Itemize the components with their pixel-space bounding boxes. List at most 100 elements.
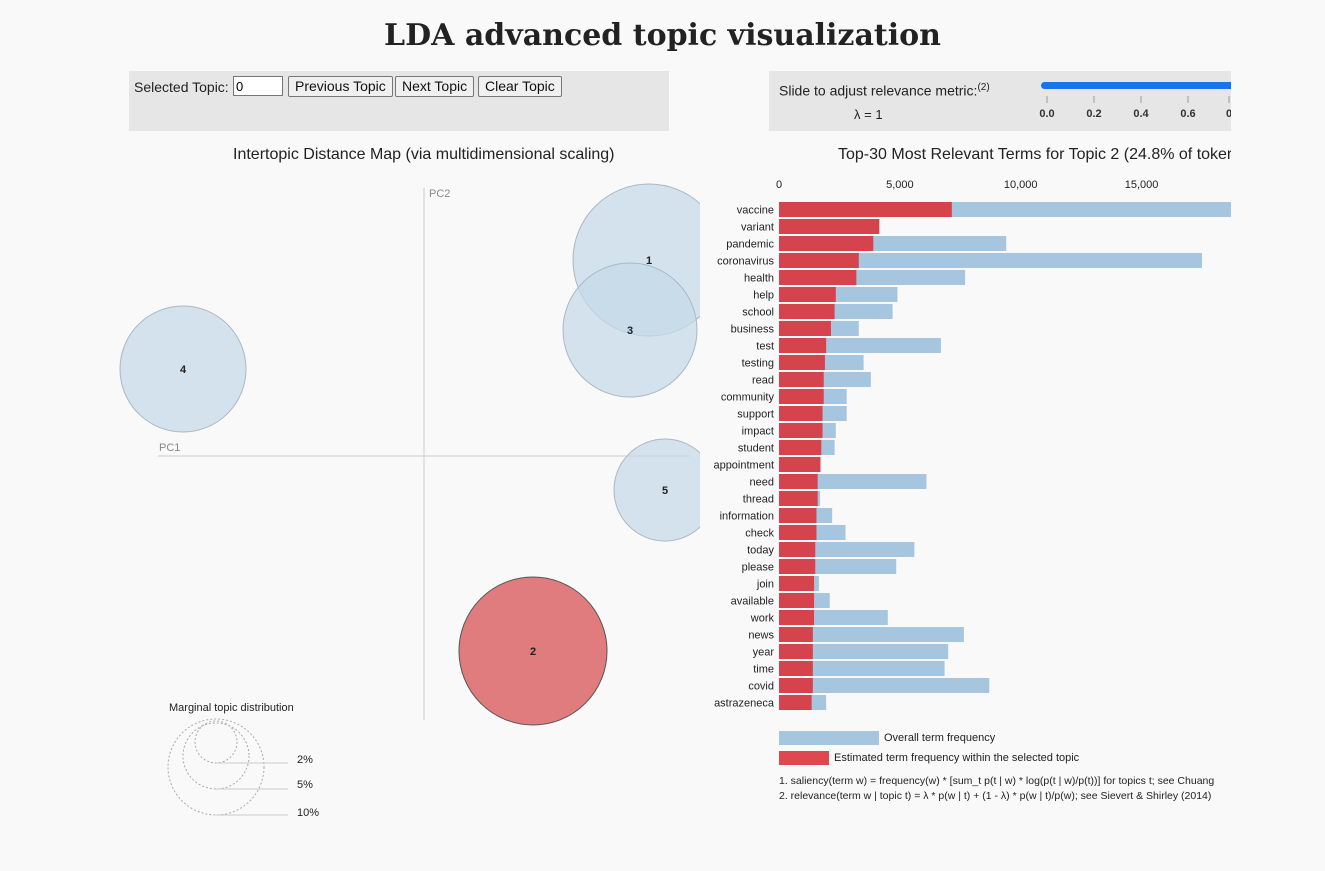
term-row[interactable]: work: [750, 610, 888, 625]
term-row[interactable]: help: [753, 287, 898, 302]
term-label[interactable]: today: [747, 545, 774, 557]
term-label[interactable]: testing: [742, 358, 774, 370]
term-label[interactable]: check: [745, 528, 774, 540]
term-row[interactable]: vaccine: [737, 202, 1231, 217]
bar-topic: [779, 321, 831, 336]
term-label[interactable]: pandemic: [726, 239, 774, 251]
topic-label-4: 4: [180, 364, 187, 376]
term-label[interactable]: time: [753, 664, 774, 676]
slider-axis: 0.0 0.2 0.4 0.6 0: [1039, 96, 1231, 120]
topic-circle-2[interactable]: [458, 576, 608, 726]
term-row[interactable]: health: [744, 270, 966, 285]
term-label[interactable]: need: [750, 477, 774, 489]
marginal-circle-10: [167, 718, 265, 816]
slider-tick-label: 0.2: [1086, 108, 1101, 120]
term-label[interactable]: read: [752, 375, 774, 387]
previous-topic-button[interactable]: Previous Topic: [288, 76, 393, 97]
term-label[interactable]: information: [720, 511, 774, 523]
term-row[interactable]: support: [737, 406, 847, 421]
slider-footnote-ref: (2): [977, 82, 990, 93]
term-label[interactable]: impact: [742, 426, 774, 438]
term-row[interactable]: information: [720, 508, 833, 523]
page-title: LDA advanced topic visualization: [384, 18, 941, 53]
term-label[interactable]: please: [742, 562, 774, 574]
term-row[interactable]: appointment: [713, 457, 822, 472]
term-row[interactable]: testing: [742, 355, 864, 370]
pc1-label: PC1: [159, 442, 180, 454]
bar-topic: [779, 423, 823, 438]
bar-topic: [779, 661, 813, 676]
term-label[interactable]: community: [721, 392, 775, 404]
slider-tick-label: 0.0: [1039, 108, 1054, 120]
term-label[interactable]: business: [731, 324, 775, 336]
relevance-slider[interactable]: [1041, 82, 1231, 89]
bar-topic: [779, 542, 816, 557]
selected-topic-input[interactable]: [233, 76, 283, 96]
term-row[interactable]: covid: [748, 678, 990, 693]
term-row[interactable]: variant: [741, 219, 880, 234]
term-label[interactable]: variant: [741, 222, 774, 234]
topic-circle-5[interactable]: [613, 438, 700, 542]
term-row[interactable]: pandemic: [726, 236, 1007, 251]
term-row[interactable]: time: [753, 661, 945, 676]
clear-topic-button[interactable]: Clear Topic: [478, 76, 562, 97]
bar-topic: [779, 491, 818, 506]
bar-overall: [779, 627, 964, 642]
bar-chart-title: Top-30 Most Relevant Terms for Topic 2 (…: [838, 146, 1231, 163]
term-row[interactable]: need: [750, 474, 927, 489]
bar-topic: [779, 695, 812, 710]
term-row[interactable]: community: [721, 389, 847, 404]
term-row[interactable]: news: [748, 627, 964, 642]
term-label[interactable]: support: [737, 409, 774, 421]
topic-selection-panel: Selected Topic: Previous Topic Next Topi…: [129, 71, 669, 131]
term-row[interactable]: coronavirus: [717, 253, 1202, 268]
x-tick-label: 5,000: [886, 179, 914, 191]
term-row[interactable]: join: [756, 576, 819, 591]
bar-topic: [779, 406, 823, 421]
term-label[interactable]: help: [753, 290, 774, 302]
term-row[interactable]: school: [742, 304, 893, 319]
topic-circle-4[interactable]: [119, 305, 247, 433]
marginal-distribution-title: Marginal topic distribution: [169, 702, 294, 714]
term-row[interactable]: please: [742, 559, 897, 574]
term-row[interactable]: read: [752, 372, 871, 387]
term-label[interactable]: vaccine: [737, 205, 774, 217]
term-row[interactable]: year: [753, 644, 949, 659]
term-label[interactable]: test: [756, 341, 774, 353]
term-row[interactable]: business: [731, 321, 859, 336]
intertopic-map-title: Intertopic Distance Map (via multidimens…: [233, 146, 615, 163]
legend-label-topic: Estimated term frequency within the sele…: [834, 752, 1080, 764]
term-row[interactable]: available: [731, 593, 830, 608]
term-label[interactable]: covid: [748, 681, 774, 693]
term-label[interactable]: thread: [743, 494, 774, 506]
bar-topic: [779, 236, 874, 251]
bar-topic: [779, 627, 813, 642]
bar-overall: [779, 678, 990, 693]
term-row[interactable]: thread: [743, 491, 821, 506]
term-label[interactable]: join: [756, 579, 774, 591]
term-row[interactable]: student: [738, 440, 835, 455]
bar-topic: [779, 610, 815, 625]
term-label[interactable]: work: [750, 613, 775, 625]
term-row[interactable]: impact: [742, 423, 836, 438]
term-label[interactable]: health: [744, 273, 774, 285]
term-row[interactable]: check: [745, 525, 846, 540]
term-label[interactable]: news: [748, 630, 774, 642]
term-row[interactable]: today: [747, 542, 915, 557]
topic-label-5: 5: [662, 485, 668, 497]
term-row[interactable]: astrazeneca: [714, 695, 827, 710]
topic-circle-3[interactable]: [562, 262, 698, 398]
term-label[interactable]: appointment: [713, 460, 774, 472]
term-label[interactable]: available: [731, 596, 774, 608]
term-label[interactable]: astrazeneca: [714, 698, 775, 710]
next-topic-button[interactable]: Next Topic: [395, 76, 475, 97]
slider-tick-label: 0.6: [1180, 108, 1195, 120]
term-label[interactable]: student: [738, 443, 774, 455]
term-bar-chart: 0 5,000 10,000 15,000 vaccine variant pandemi…: [713, 179, 1231, 802]
term-row[interactable]: test: [756, 338, 941, 353]
term-label[interactable]: year: [753, 647, 775, 659]
bar-topic: [779, 372, 824, 387]
bar-topic: [779, 508, 817, 523]
term-label[interactable]: coronavirus: [717, 256, 774, 268]
term-label[interactable]: school: [742, 307, 774, 319]
